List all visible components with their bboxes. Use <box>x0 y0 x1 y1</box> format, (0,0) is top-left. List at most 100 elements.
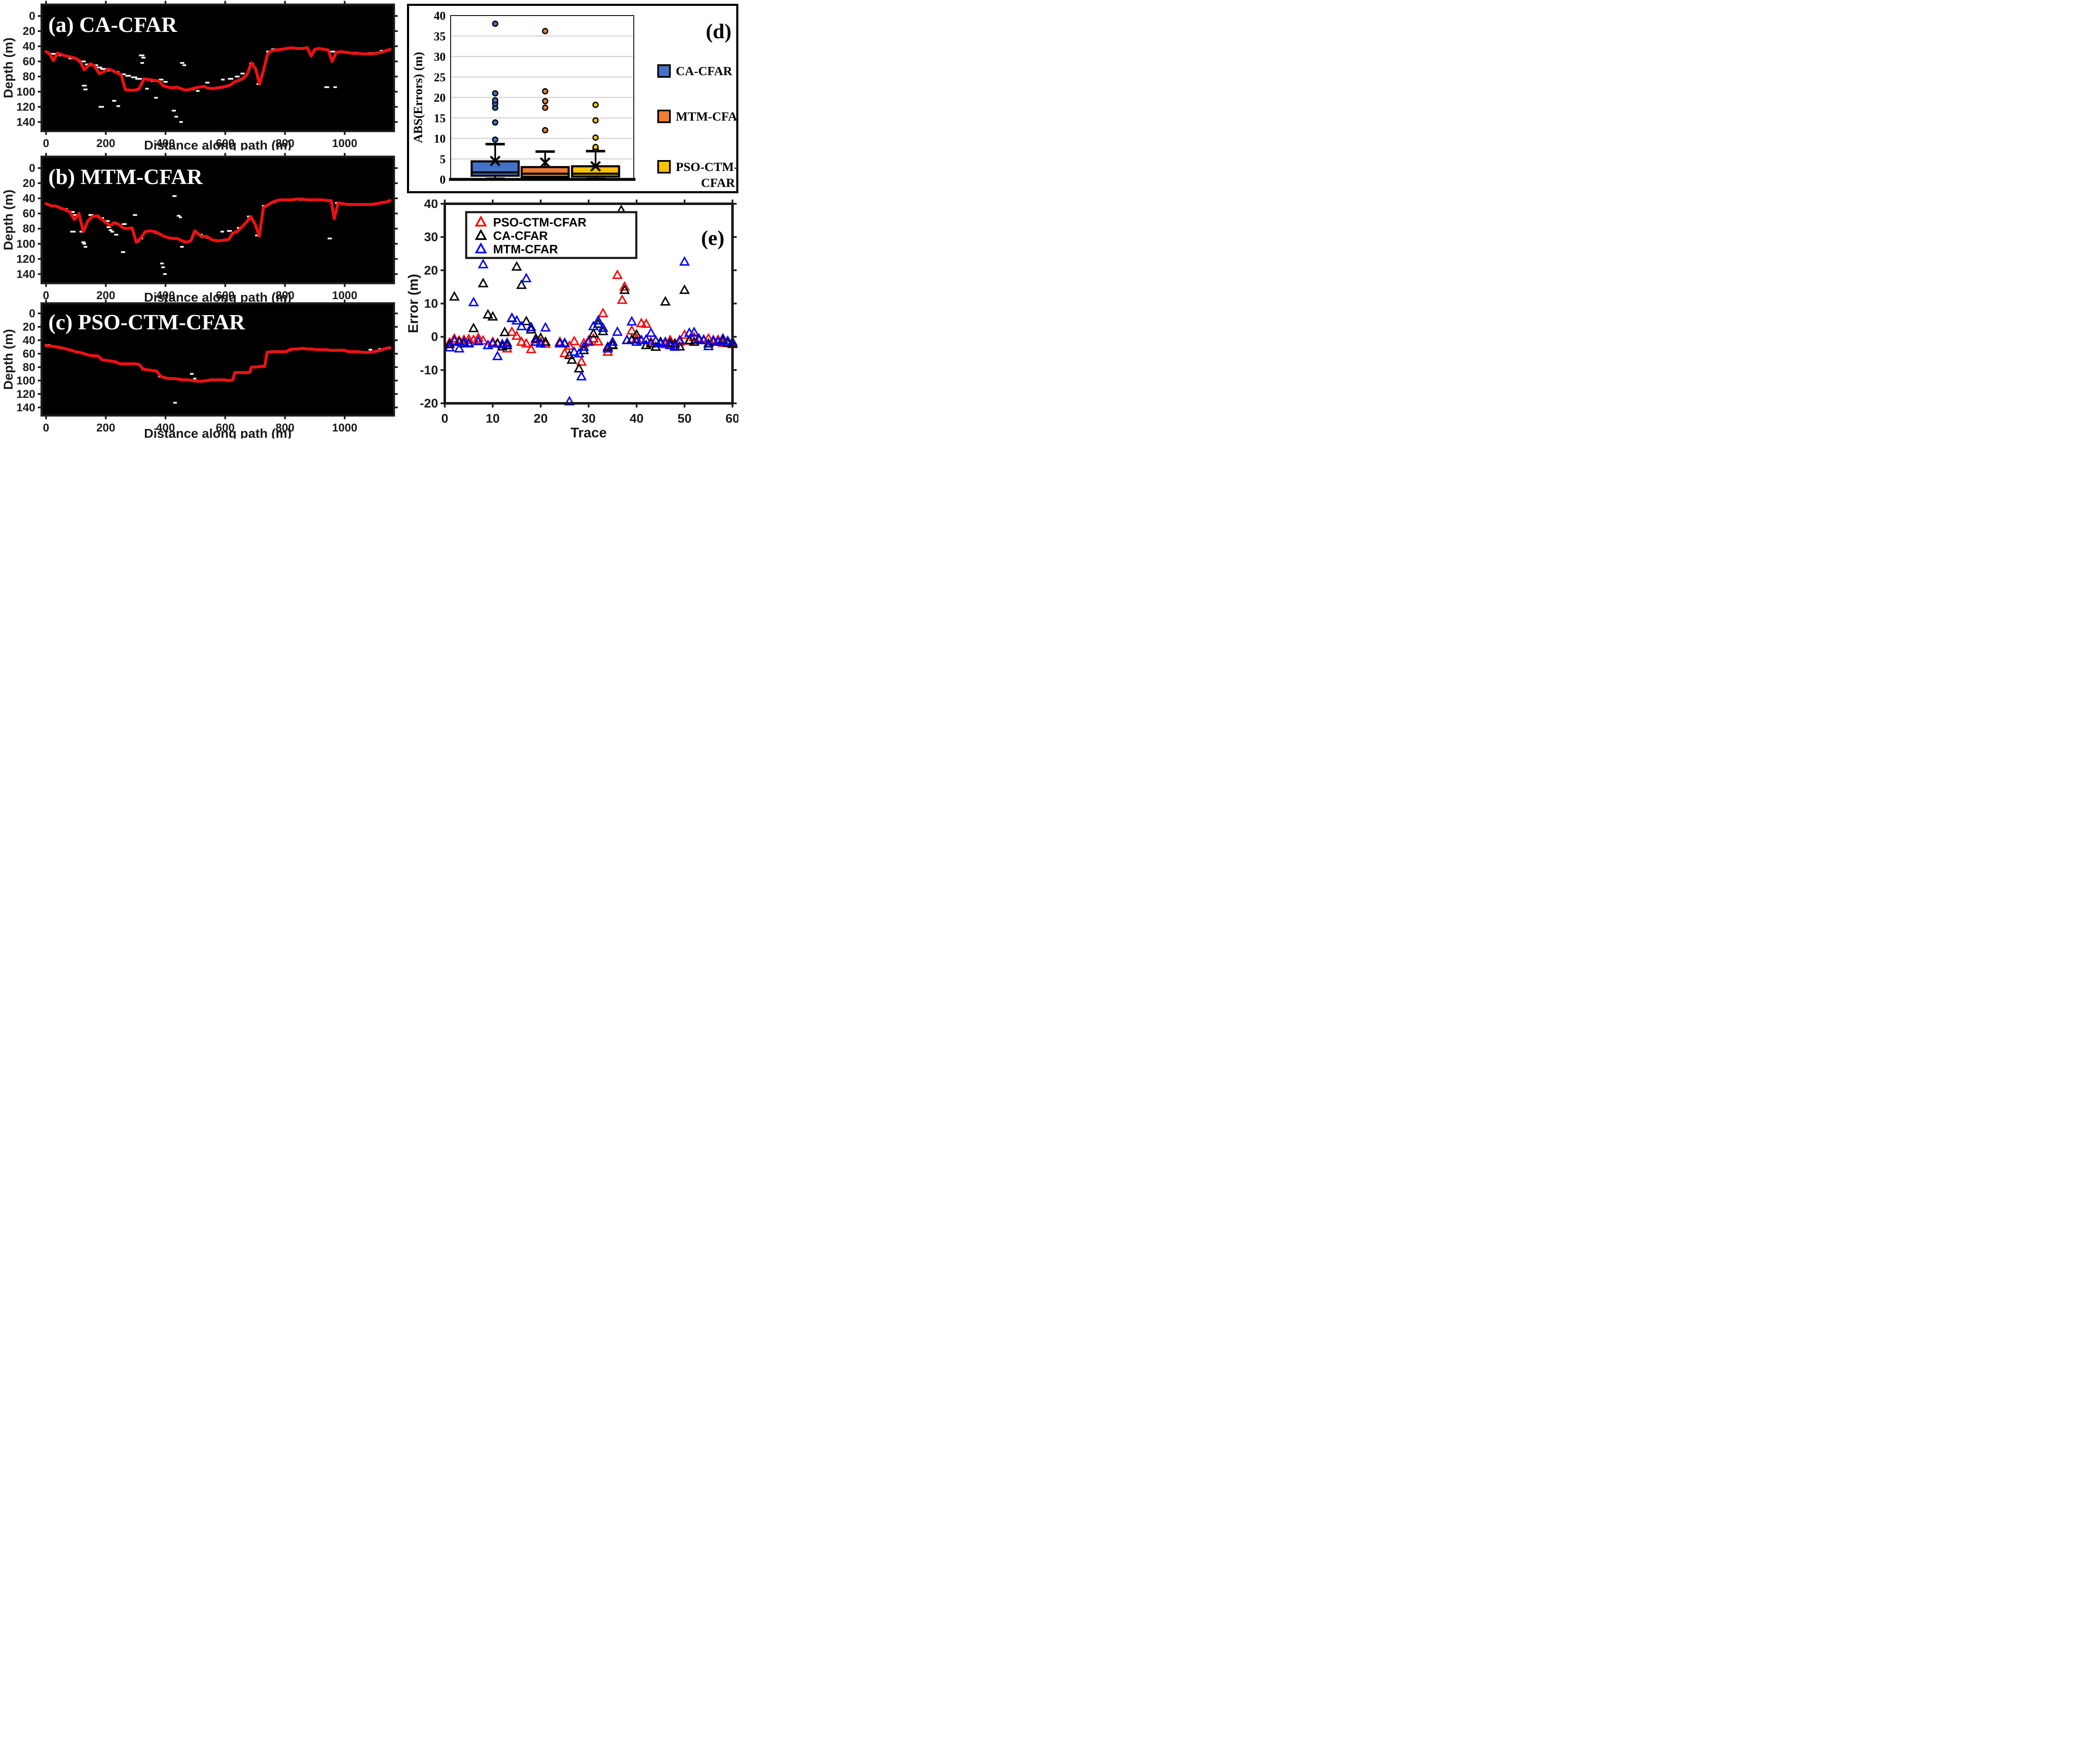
scatter-point <box>566 354 578 364</box>
x-tick-label: 60 <box>725 412 738 426</box>
scatter-point <box>444 342 455 352</box>
clutter-mark <box>240 73 245 75</box>
scatter-point <box>521 316 532 326</box>
panel-title: (b) MTM-CFAR <box>48 165 203 189</box>
scatter-point <box>530 336 541 346</box>
x-tick-label: 800 <box>276 421 294 434</box>
y-tick-label: 40 <box>23 40 35 53</box>
clutter-mark <box>255 234 259 237</box>
y-tick-label: 0 <box>431 330 438 344</box>
scatter-point <box>588 328 599 338</box>
scatter-point <box>617 294 628 304</box>
scatter-point <box>593 336 604 346</box>
outlier-point <box>592 134 599 141</box>
scatter-point <box>535 332 546 342</box>
clutter-mark <box>163 273 167 275</box>
scatter-point <box>525 321 537 331</box>
clutter-mark <box>221 79 225 81</box>
scatter-point <box>569 335 580 345</box>
scatter-point <box>569 346 580 356</box>
y-tick-label: 0 <box>29 307 35 320</box>
y-tick-label: 120 <box>16 252 35 265</box>
y-tick-label: 20 <box>23 177 35 189</box>
scatter-point <box>593 315 604 325</box>
scatter-point <box>511 315 522 325</box>
clutter-mark <box>131 76 137 79</box>
scatter-point <box>574 348 585 358</box>
scatter-point <box>483 309 494 319</box>
panel-pso-ctm-cfar-profile: 0 200 400 600 800 1000 0 20 40 60 80 100 120 140 (c) P… <box>0 299 407 441</box>
y-tick-label: 100 <box>16 237 35 250</box>
x-tick-label: 200 <box>96 137 115 150</box>
scatter-point <box>507 313 517 322</box>
x-tick-label: 0 <box>43 421 49 434</box>
y-tick-label: 120 <box>16 388 35 400</box>
clutter-mark <box>227 230 232 232</box>
outlier-point <box>542 127 549 134</box>
scatter-point <box>612 326 623 336</box>
panel-ca-cfar-profile: 0 200 400 600 800 1000 0 20 40 60 80 100 120 140 (a) C… <box>0 0 407 153</box>
mean-marker <box>490 155 501 166</box>
clutter-mark <box>96 66 102 68</box>
y-tick-label: 80 <box>23 70 35 83</box>
y-axis-label: ABS(Errors) (m) <box>411 52 425 143</box>
x-tick-label: 20 <box>534 412 548 426</box>
scatter-point <box>511 261 522 271</box>
scatter-point <box>669 341 680 351</box>
x-axis-label: Distance along path (m) <box>144 138 291 150</box>
x-tick-label: 0 <box>441 412 449 426</box>
x-tick-label: 400 <box>156 421 175 434</box>
legend-label: MTM-CFAR <box>493 243 558 256</box>
scatter-point <box>492 350 503 360</box>
boxplot-mtm-cfar <box>520 28 570 181</box>
panel-title: (a) CA-CFAR <box>48 13 178 37</box>
clutter-mark <box>114 234 118 236</box>
scatter-series-mtm-cfar <box>444 210 738 405</box>
clutter-mark <box>196 90 200 92</box>
y-tick-label: 20 <box>424 263 438 277</box>
y-tick-label: 30 <box>424 230 438 244</box>
y-tick-label: 0 <box>440 174 446 187</box>
scatter-point <box>449 291 460 301</box>
clutter-mark <box>324 86 329 88</box>
scatter-point <box>501 337 513 347</box>
legend-swatch-mtm-cfar <box>657 110 671 123</box>
scatter-point <box>607 336 618 346</box>
scatter-point <box>626 316 637 326</box>
scatter-point <box>499 326 510 337</box>
seabed-profile-line <box>45 344 392 383</box>
clutter-mark <box>125 75 131 77</box>
scatter-point <box>674 341 685 351</box>
mean-marker <box>590 161 601 172</box>
scatter-point <box>619 284 630 294</box>
outlier-point <box>592 144 599 150</box>
clutter-mark <box>228 78 234 80</box>
outlier-point <box>492 97 499 104</box>
clutter-mark <box>121 251 126 253</box>
clutter-mark <box>84 246 87 248</box>
scatter-point <box>664 339 676 350</box>
x-tick-label: 0 <box>43 289 49 302</box>
clutter-mark <box>82 243 86 245</box>
ca-cfar-depth-chart: 0 200 400 600 800 1000 0 20 40 60 80 100 120 140 (a) C… <box>1 1 398 153</box>
y-tick-label: 40 <box>23 192 35 205</box>
box <box>520 166 570 178</box>
clutter-mark <box>154 97 158 99</box>
y-tick-label: 80 <box>23 361 35 373</box>
scatter-point <box>478 335 488 345</box>
clutter-mark <box>220 231 224 233</box>
box <box>571 165 620 178</box>
panel-title: (c) PSO-CTM-CFAR <box>48 310 246 334</box>
scatter-point <box>449 333 460 343</box>
scatter-point <box>487 311 498 321</box>
scatter-point <box>598 308 609 318</box>
y-tick-label: 0 <box>29 162 35 174</box>
scatter-point <box>559 347 570 358</box>
x-tick-label: 10 <box>486 412 499 426</box>
scatter-point <box>703 340 714 350</box>
scatter-point <box>640 334 652 344</box>
scatter-point <box>449 335 460 345</box>
clutter-mark <box>333 86 337 88</box>
scatter-point <box>463 333 474 343</box>
